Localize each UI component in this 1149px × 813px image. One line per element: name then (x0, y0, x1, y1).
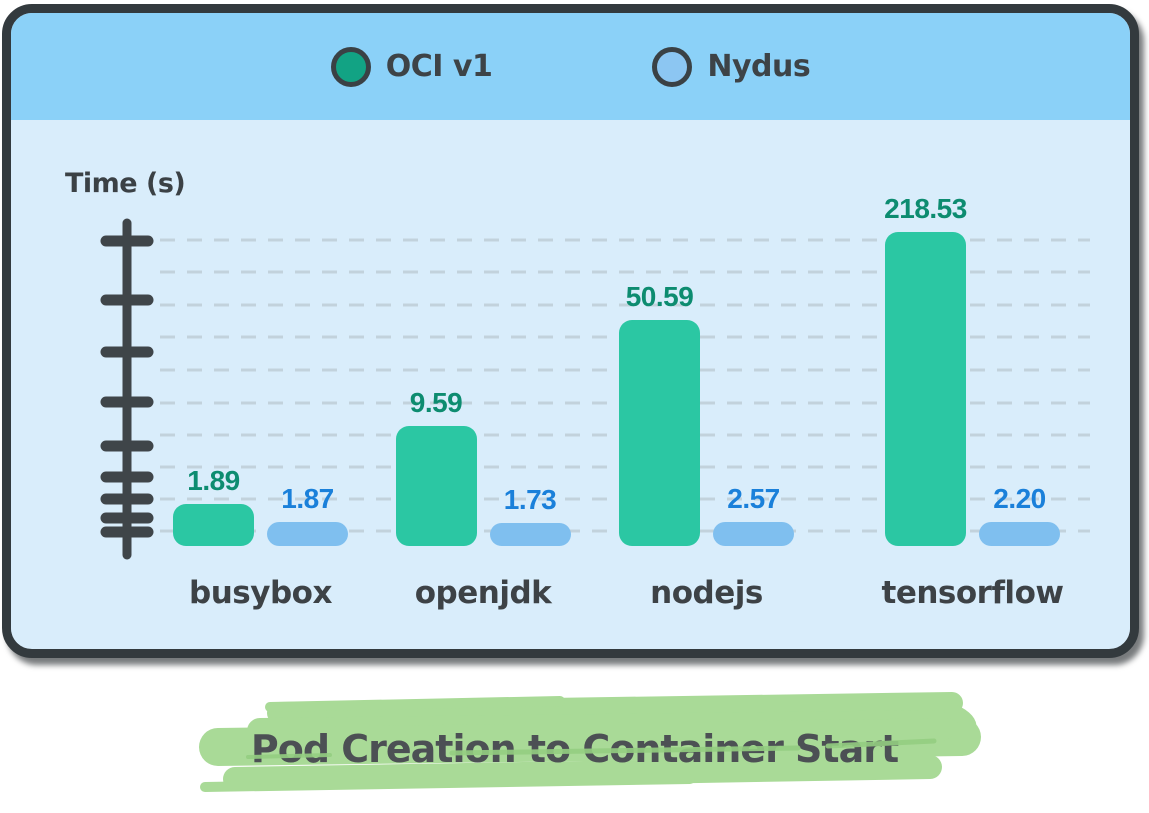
bar-ociv1-tensorflow (885, 232, 966, 546)
value-label-nydus-openjdk: 1.73 (503, 484, 557, 515)
value-label-nydus-nodejs: 2.57 (727, 483, 780, 514)
chart-title: Pod Creation to Container Start (250, 727, 899, 771)
legend-item-oci-v1: OCI v1 (330, 46, 493, 87)
bar-ociv1-busybox (173, 504, 254, 546)
category-label-nodejs: nodejs (650, 575, 763, 611)
value-label-ociv1-openjdk: 9.59 (409, 387, 463, 418)
legend-bar: OCI v1 Nydus (11, 13, 1130, 120)
value-label-ociv1-busybox: 1.89 (187, 465, 240, 496)
category-label-tensorflow: tensorflow (881, 575, 1065, 611)
value-label-ociv1-tensorflow: 218.53 (884, 193, 967, 224)
category-label-openjdk: openjdk (414, 575, 552, 611)
bar-nydus-tensorflow (979, 522, 1060, 546)
bar-nydus-openjdk (489, 523, 571, 546)
chart-window: OCI v1 Nydus Time (s) 1.89 1.87 busybox 9.5… (2, 4, 1139, 658)
legend-label-oci-v1: OCI v1 (385, 49, 493, 84)
value-label-ociv1-nodejs: 50.59 (625, 281, 694, 312)
legend-label-nydus: Nydus (707, 49, 811, 84)
bar-nydus-busybox (267, 522, 348, 546)
bar-ociv1-openjdk (395, 426, 477, 546)
value-label-nydus-busybox: 1.87 (281, 483, 334, 514)
highlighter-scribble (199, 692, 981, 792)
value-label-nydus-tensorflow: 2.20 (993, 483, 1046, 514)
y-axis-title: Time (s) (65, 168, 186, 199)
bar-ociv1-nodejs (619, 320, 700, 546)
plot-area: Time (s) 1.89 1.87 busybox 9.59 1.73 openjdk 5… (11, 120, 1130, 648)
legend-swatch-nydus (652, 46, 693, 87)
category-label-busybox: busybox (189, 575, 332, 611)
legend-item-nydus: Nydus (652, 46, 811, 87)
caption: Pod Creation to Container Start (0, 683, 1149, 813)
bar-nydus-nodejs (713, 522, 794, 546)
legend-swatch-oci-v1 (330, 46, 371, 87)
